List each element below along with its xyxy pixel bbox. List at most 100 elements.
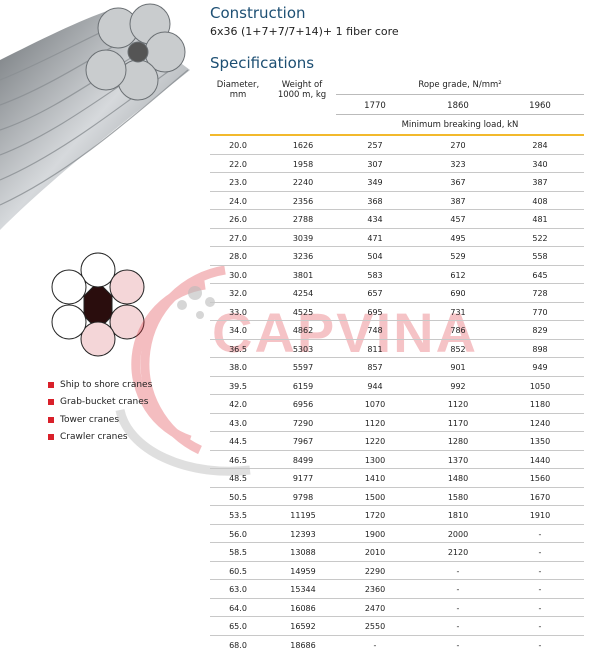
cell-load-1960: 481: [532, 215, 548, 224]
cell-load-1960: 340: [532, 159, 548, 169]
table-row: 64.0 16086 2470 - -: [210, 599, 584, 617]
header-divider: [336, 94, 584, 95]
cell-load-1770: 657: [367, 289, 383, 298]
construction-text: 6x36 (1+7+7/7+14)+ 1 fiber core: [210, 25, 399, 38]
cell-weight: 8499: [292, 455, 314, 465]
cell-load-1860: -: [456, 603, 460, 613]
cell-load-1960: 1180: [529, 400, 551, 409]
cell-load-1770: 504: [367, 252, 383, 261]
cell-load-1860: -: [456, 585, 460, 594]
header-rope-grade: Rope grade, N/mm²: [418, 80, 502, 90]
bullet-square-icon: [48, 381, 54, 388]
table-row: 60.5 14959 2290 - -: [210, 562, 584, 580]
table-row: 58.5 13088 2010 2120 -: [210, 543, 584, 562]
table-row: 56.0 12393 1900 2000 -: [210, 525, 584, 543]
cell-load-1960: -: [538, 640, 542, 650]
cell-load-1860: 323: [450, 159, 466, 169]
table-row: 32.0 4254 657 690 728: [210, 284, 584, 303]
cell-load-1860: -: [456, 622, 460, 631]
table-row: 27.0 3039 471 495 522: [210, 229, 584, 247]
cell-weight: 3801: [292, 270, 314, 280]
cell-weight: 4525: [292, 307, 314, 317]
cell-load-1770: 1410: [364, 474, 386, 483]
cell-weight: 12393: [290, 529, 316, 539]
cell-diameter: 46.5: [229, 455, 247, 465]
cell-diameter: 20.0: [229, 141, 247, 150]
header-grade-1860: 1860: [447, 101, 469, 111]
cell-load-1770: 2360: [364, 585, 386, 594]
cell-load-1860: 1370: [447, 455, 469, 465]
application-label: Tower cranes: [60, 414, 120, 425]
cell-load-1770: 1070: [364, 400, 386, 409]
cell-weight: 9177: [292, 474, 314, 483]
table-row: 36.5 5303 811 852 898: [210, 340, 584, 358]
cell-load-1960: 1240: [529, 418, 551, 428]
cell-load-1960: 1910: [529, 511, 551, 520]
header-diameter: Diameter, mm: [216, 80, 260, 100]
cell-load-1860: 495: [450, 233, 466, 243]
cell-weight: 3039: [292, 233, 314, 243]
cell-load-1770: 1500: [364, 492, 386, 502]
header-grade-1770: 1770: [364, 101, 386, 111]
table-row: 43.0 7290 1120 1170 1240: [210, 414, 584, 432]
cell-load-1960: 949: [532, 363, 548, 372]
cell-weight: 1958: [292, 159, 314, 169]
cell-load-1770: 1300: [364, 455, 386, 465]
cell-diameter: 36.5: [229, 344, 247, 354]
cell-load-1860: 612: [450, 270, 466, 280]
cell-diameter: 58.5: [229, 548, 247, 557]
cell-load-1770: 368: [367, 196, 383, 206]
cell-diameter: 33.0: [229, 307, 247, 317]
table-row: 22.0 1958 307 323 340: [210, 155, 584, 173]
cell-diameter: 26.0: [229, 215, 247, 224]
table-row: 28.0 3236 504 529 558: [210, 247, 584, 266]
cell-load-1860: 367: [450, 178, 466, 187]
cell-load-1960: 284: [532, 141, 548, 150]
cell-load-1960: 645: [532, 270, 548, 280]
header-accent-line: [210, 134, 584, 136]
cell-weight: 4862: [292, 326, 314, 335]
watermark-text: CAPVINA: [212, 301, 479, 364]
table-row: 23.0 2240 349 367 387: [210, 173, 584, 192]
wire-rope-image: [0, 3, 190, 357]
cell-load-1860: 2000: [447, 529, 469, 539]
cell-diameter: 50.5: [229, 492, 247, 502]
table-row: 68.0 18686 - - -: [210, 636, 584, 655]
cell-load-1860: -: [456, 566, 460, 576]
cell-load-1770: -: [373, 640, 377, 650]
cell-weight: 2240: [292, 178, 314, 187]
cell-load-1860: 1280: [447, 437, 469, 446]
cell-load-1960: 1440: [529, 455, 551, 465]
cell-load-1770: 471: [367, 233, 383, 243]
table-row: 34.0 4862 748 786 829: [210, 321, 584, 340]
cell-diameter: 64.0: [229, 603, 247, 613]
cell-load-1860: 992: [450, 381, 466, 391]
cell-load-1960: 1670: [529, 492, 551, 502]
cell-load-1960: -: [538, 603, 542, 613]
cell-load-1770: 349: [367, 178, 383, 187]
header-weight: Weight of 1000 m, kg: [277, 80, 327, 100]
cell-weight: 1626: [292, 141, 314, 150]
cell-weight: 4254: [292, 289, 314, 298]
cell-load-1770: 583: [367, 270, 383, 280]
applications-list: Ship to shore cranes Grab-bucket cranes To…: [48, 376, 152, 446]
table-row: 53.5 11195 1720 1810 1910: [210, 506, 584, 525]
cell-load-1960: 1560: [529, 474, 551, 483]
cell-load-1770: 2290: [364, 566, 386, 576]
application-item: Grab-bucket cranes: [48, 394, 152, 412]
table-row: 46.5 8499 1300 1370 1440: [210, 451, 584, 469]
cell-load-1770: 944: [367, 381, 383, 391]
cell-load-1960: -: [538, 548, 542, 557]
table-row: 39.5 6159 944 992 1050: [210, 377, 584, 395]
table-row: 50.5 9798 1500 1580 1670: [210, 488, 584, 506]
cell-load-1860: 529: [450, 252, 466, 261]
cell-load-1770: 257: [367, 141, 383, 150]
bullet-square-icon: [48, 434, 54, 441]
application-label: Crawler cranes: [60, 432, 128, 443]
cell-weight: 7967: [292, 437, 314, 446]
application-item: Tower cranes: [48, 411, 152, 429]
bullet-square-icon: [48, 416, 54, 423]
cell-load-1860: 1580: [447, 492, 469, 502]
cell-diameter: 22.0: [229, 159, 247, 169]
cell-load-1770: 434: [367, 215, 383, 224]
